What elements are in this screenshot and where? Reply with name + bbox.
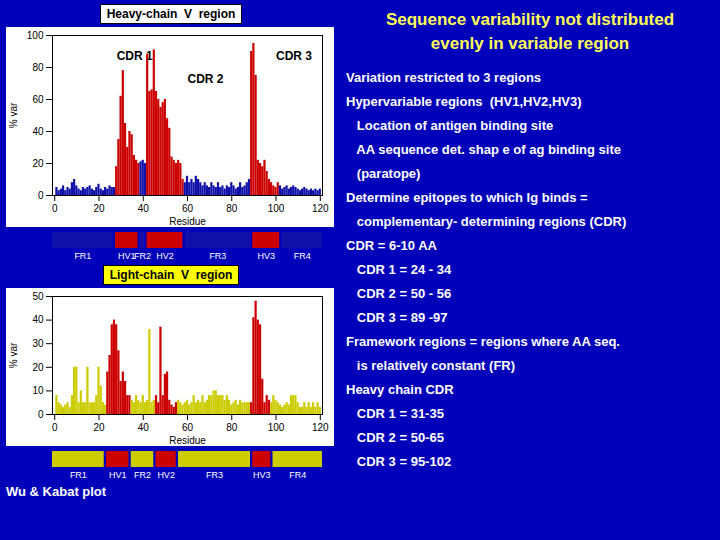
svg-text:HV2: HV2: [156, 251, 174, 261]
html-text:evenly in variable region: evenly in variable region: [430, 34, 630, 53]
svg-text:20: 20: [32, 158, 44, 169]
html-text:AA sequence det. shap e of ag: AA sequence det. shap e of ag binding si…: [346, 142, 621, 157]
svg-text:50: 50: [32, 291, 44, 302]
svg-text:0: 0: [52, 422, 58, 433]
html-text:Light-chain V region: Light-chain V region: [109, 268, 233, 282]
svg-text:CDR 1: CDR 1: [117, 49, 153, 63]
svg-text:HV3: HV3: [257, 251, 275, 261]
svg-text:FR2: FR2: [134, 251, 151, 261]
svg-text:60: 60: [182, 422, 194, 433]
html-text:(paratope): (paratope): [346, 166, 421, 181]
svg-text:0: 0: [52, 203, 58, 214]
html-text:Sequence variability not distr: Sequence variability not distributed: [385, 10, 675, 29]
svg-text:80: 80: [226, 203, 238, 214]
svg-text:100: 100: [268, 422, 285, 433]
svg-text:40: 40: [138, 203, 150, 214]
svg-text:FR4: FR4: [289, 470, 306, 480]
html-text:CDR 1 = 31-35: CDR 1 = 31-35: [346, 406, 444, 421]
html-text:Heavy chain CDR: Heavy chain CDR: [346, 382, 454, 397]
svg-text:0: 0: [38, 190, 44, 201]
html-text:CDR 3 = 89 -97: CDR 3 = 89 -97: [346, 310, 448, 325]
html-text:Hypervariable regions (HV1,HV2: Hypervariable regions (HV1,HV2,HV3): [346, 94, 582, 109]
svg-text:80: 80: [32, 62, 44, 73]
html-text:Variation restricted to 3 regi: Variation restricted to 3 regions: [346, 70, 542, 85]
svg-text:10: 10: [32, 385, 44, 396]
html-text:CDR 2 = 50-65: CDR 2 = 50-65: [346, 430, 444, 445]
html-text:Framework regions = regions wh: Framework regions = regions where AA seq…: [346, 334, 620, 349]
svg-text:120: 120: [312, 422, 329, 433]
svg-text:20: 20: [93, 203, 105, 214]
svg-text:Residue: Residue: [169, 216, 206, 227]
svg-text:Residue: Residue: [169, 435, 206, 446]
html-text:is relatively constant (FR): is relatively constant (FR): [346, 358, 515, 373]
svg-text:% var: % var: [8, 102, 19, 128]
svg-text:120: 120: [312, 203, 329, 214]
svg-text:40: 40: [32, 126, 44, 137]
svg-text:% var: % var: [8, 342, 19, 368]
svg-text:30: 30: [32, 338, 44, 349]
html-text:CDR 3 = 95-102: CDR 3 = 95-102: [346, 454, 452, 469]
html-text:CDR 2 = 50 - 56: CDR 2 = 50 - 56: [346, 286, 452, 301]
svg-text:80: 80: [226, 422, 238, 433]
svg-text:FR1: FR1: [70, 470, 87, 480]
svg-text:60: 60: [32, 94, 44, 105]
svg-text:100: 100: [27, 30, 44, 41]
html-text:CDR 1 = 24 - 34: CDR 1 = 24 - 34: [346, 262, 452, 277]
html-text:complementary- determining reg: complementary- determining regions (CDR): [346, 214, 627, 229]
html-text:Wu & Kabat plot: Wu & Kabat plot: [6, 484, 107, 499]
svg-text:FR4: FR4: [294, 251, 311, 261]
svg-text:CDR 3: CDR 3: [276, 49, 312, 63]
html-text:CDR = 6-10 AA: CDR = 6-10 AA: [346, 238, 437, 253]
html-text:Heavy-chain V region: Heavy-chain V region: [106, 7, 236, 21]
svg-text:0: 0: [38, 409, 44, 420]
svg-text:40: 40: [138, 422, 150, 433]
svg-text:HV1: HV1: [118, 251, 136, 261]
svg-text:40: 40: [32, 314, 44, 325]
html-text:Determine epitopes to which Ig: Determine epitopes to which Ig binds =: [346, 190, 588, 205]
svg-text:100: 100: [268, 203, 285, 214]
svg-text:FR1: FR1: [74, 251, 91, 261]
svg-text:CDR 2: CDR 2: [188, 72, 224, 86]
svg-text:20: 20: [93, 422, 105, 433]
svg-text:HV1: HV1: [109, 470, 127, 480]
svg-text:HV3: HV3: [253, 470, 271, 480]
svg-text:FR3: FR3: [206, 470, 223, 480]
html-text:Location of antigen binding si: Location of antigen binding site: [346, 118, 554, 133]
svg-text:FR2: FR2: [134, 470, 151, 480]
svg-text:60: 60: [182, 203, 194, 214]
svg-text:FR3: FR3: [209, 251, 226, 261]
svg-text:HV2: HV2: [157, 470, 175, 480]
svg-text:20: 20: [32, 362, 44, 373]
